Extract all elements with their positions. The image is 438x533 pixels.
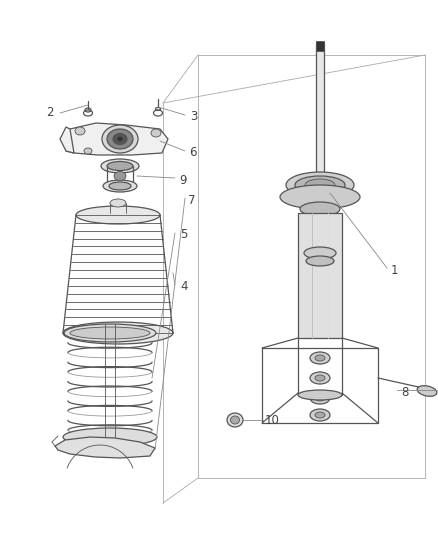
Ellipse shape bbox=[101, 159, 139, 173]
Ellipse shape bbox=[315, 355, 325, 361]
Text: 8: 8 bbox=[401, 386, 409, 400]
Ellipse shape bbox=[227, 413, 243, 427]
Ellipse shape bbox=[109, 182, 131, 190]
Bar bbox=[298, 213, 342, 338]
Ellipse shape bbox=[110, 199, 126, 207]
Polygon shape bbox=[66, 123, 168, 155]
Text: 5: 5 bbox=[180, 228, 188, 240]
Ellipse shape bbox=[315, 375, 325, 381]
Ellipse shape bbox=[76, 206, 160, 224]
Ellipse shape bbox=[298, 390, 342, 400]
Ellipse shape bbox=[102, 125, 138, 153]
Text: 4: 4 bbox=[180, 280, 188, 294]
Ellipse shape bbox=[300, 202, 340, 216]
Text: 6: 6 bbox=[189, 147, 197, 159]
Ellipse shape bbox=[310, 409, 330, 421]
Ellipse shape bbox=[103, 180, 137, 192]
Text: 2: 2 bbox=[46, 107, 54, 119]
Bar bbox=[316, 43, 324, 185]
Ellipse shape bbox=[117, 136, 123, 141]
Ellipse shape bbox=[310, 372, 330, 384]
Ellipse shape bbox=[230, 416, 240, 424]
Ellipse shape bbox=[304, 247, 336, 259]
Ellipse shape bbox=[63, 428, 157, 446]
Ellipse shape bbox=[310, 352, 330, 364]
Polygon shape bbox=[55, 437, 155, 458]
Polygon shape bbox=[60, 127, 74, 153]
Ellipse shape bbox=[315, 412, 325, 418]
Ellipse shape bbox=[70, 327, 150, 339]
Ellipse shape bbox=[286, 172, 354, 198]
Ellipse shape bbox=[84, 148, 92, 154]
Ellipse shape bbox=[75, 127, 85, 135]
Ellipse shape bbox=[107, 161, 133, 171]
Ellipse shape bbox=[107, 129, 133, 149]
Text: 10: 10 bbox=[265, 414, 279, 426]
Ellipse shape bbox=[295, 176, 345, 194]
Text: 1: 1 bbox=[390, 264, 398, 278]
Ellipse shape bbox=[114, 172, 126, 181]
Ellipse shape bbox=[305, 179, 335, 191]
Ellipse shape bbox=[315, 395, 325, 401]
Ellipse shape bbox=[280, 185, 360, 209]
Ellipse shape bbox=[306, 256, 334, 266]
Text: 3: 3 bbox=[191, 110, 198, 124]
Ellipse shape bbox=[64, 324, 156, 342]
Text: 9: 9 bbox=[179, 174, 187, 187]
Ellipse shape bbox=[151, 129, 161, 137]
Ellipse shape bbox=[310, 392, 330, 404]
Bar bbox=[316, 41, 324, 51]
Text: 7: 7 bbox=[188, 195, 196, 207]
Ellipse shape bbox=[113, 133, 127, 144]
Ellipse shape bbox=[417, 386, 437, 397]
Ellipse shape bbox=[63, 322, 173, 344]
